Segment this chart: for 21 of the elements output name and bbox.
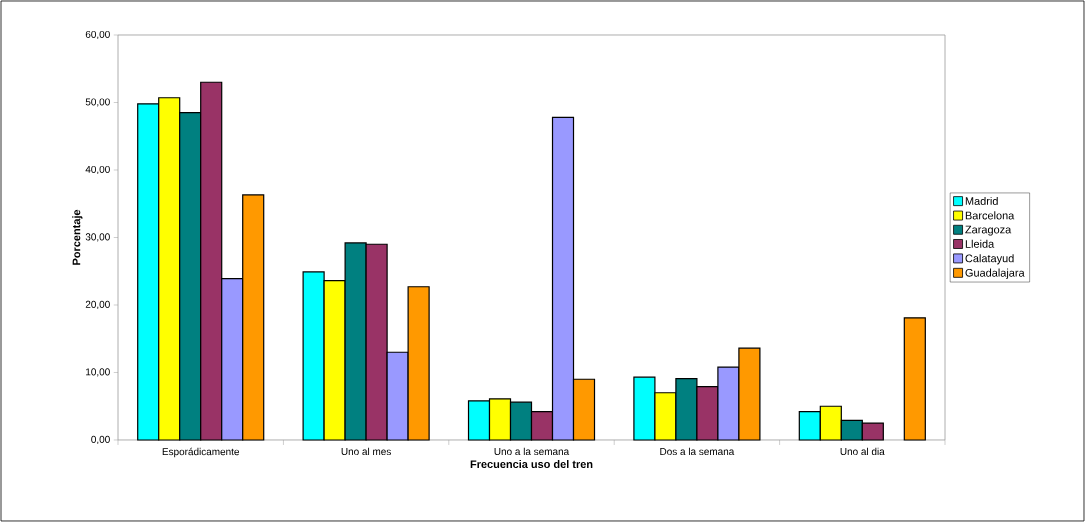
x-tick-label: Uno al dia [840, 447, 885, 456]
y-tick-label: 20,00 [85, 300, 110, 310]
x-tick-label: Esporádicamente [162, 447, 240, 458]
legend-label: Madrid [965, 196, 998, 205]
y-tick-label: 30,00 [85, 233, 110, 242]
y-tick-label: 0,00 [91, 435, 110, 445]
legend-label: Calatayud [965, 254, 1014, 265]
x-tick-label: Dos a la semana [660, 447, 735, 456]
y-tick-label: 10,00 [86, 368, 110, 377]
x-axis-title: Frecuencia uso del tren [470, 460, 593, 469]
legend-label: Lleida [965, 239, 995, 248]
y-tick-label: 50,00 [85, 98, 110, 107]
legend-label: Guadalajara [965, 268, 1025, 279]
bar [903, 317, 926, 441]
y-axis-title: Porcentaje [72, 209, 83, 265]
legend-label: Barcelona [965, 211, 1015, 220]
x-tick-label: Uno al mes [341, 447, 391, 456]
legend-label: Zaragoza [965, 225, 1012, 236]
y-tick-label: 40,00 [85, 165, 110, 175]
y-tick-label: 60,00 [85, 30, 110, 40]
x-tick-label: Uno a la semana [494, 447, 570, 456]
